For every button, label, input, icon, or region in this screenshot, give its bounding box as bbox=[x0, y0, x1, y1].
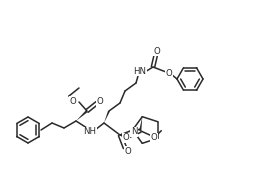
Text: O: O bbox=[123, 133, 130, 142]
Text: O: O bbox=[151, 133, 158, 142]
Text: O: O bbox=[154, 47, 160, 56]
Text: O: O bbox=[166, 68, 172, 78]
Text: N: N bbox=[131, 127, 137, 136]
Text: HN: HN bbox=[133, 67, 146, 76]
Text: O: O bbox=[125, 147, 131, 156]
Text: O: O bbox=[97, 98, 103, 107]
Polygon shape bbox=[76, 110, 88, 121]
Text: NH: NH bbox=[83, 127, 97, 136]
Polygon shape bbox=[104, 111, 110, 123]
Polygon shape bbox=[139, 117, 142, 131]
Text: O: O bbox=[69, 96, 76, 105]
